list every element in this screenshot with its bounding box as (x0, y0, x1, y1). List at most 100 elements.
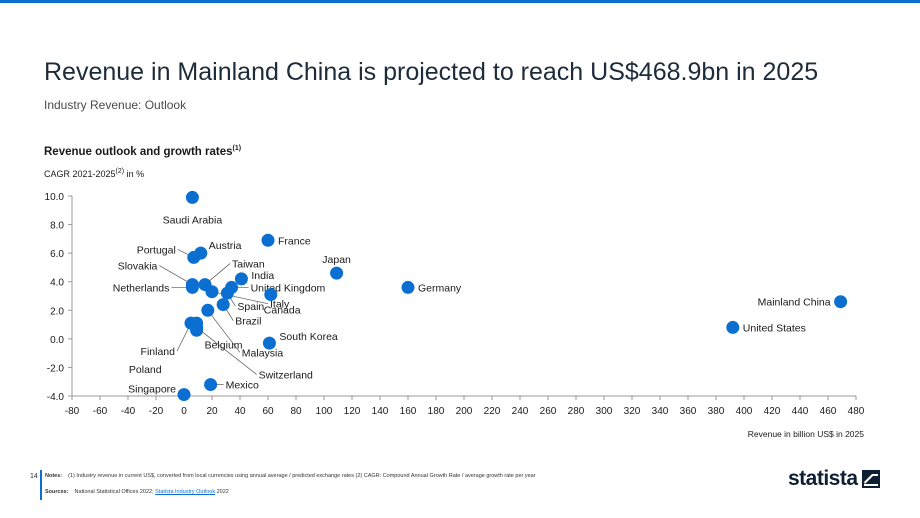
x-tick-label: 360 (680, 406, 697, 417)
sources-label: Sources: (45, 489, 69, 495)
point-label: Germany (418, 282, 462, 294)
x-tick-label: -20 (149, 406, 164, 417)
x-tick-label: 340 (652, 406, 669, 417)
notes-text: (1) Industry revenue in current US$, con… (68, 473, 536, 479)
point-label: Taiwan (232, 259, 265, 271)
point-label: Japan (322, 254, 351, 266)
data-point (264, 288, 278, 302)
data-point (234, 272, 248, 286)
x-tick-label: 320 (624, 406, 641, 417)
point-label: Portugal (137, 244, 176, 256)
data-point (261, 233, 275, 247)
x-tick-label: 40 (234, 406, 246, 417)
sources-text: National Statistical Offices 2022; (74, 489, 156, 495)
point-label: United States (743, 322, 806, 334)
footer-notes: Notes: (1) Industry revenue in current US… (45, 473, 536, 479)
chart-heading-text: Revenue outlook and growth rates (44, 145, 233, 158)
x-tick-label: 80 (290, 406, 302, 417)
x-tick-label: 460 (820, 406, 837, 417)
data-point (220, 286, 234, 300)
data-point (330, 266, 344, 280)
leader-line (207, 310, 241, 353)
x-tick-label: 240 (512, 406, 529, 417)
x-tick-label: 180 (428, 406, 445, 417)
x-tick-label: 440 (792, 406, 809, 417)
x-tick-label: 60 (262, 406, 274, 417)
data-point (201, 303, 215, 317)
point-label: Mainland China (758, 297, 831, 309)
top-accent-bar (0, 0, 920, 3)
y-unit-text: CAGR 2021-2025 (44, 169, 116, 179)
point-label: Brazil (235, 316, 261, 328)
statista-logo: statista (788, 467, 880, 491)
point-label: United Kingdom (251, 282, 326, 294)
data-point (726, 320, 740, 334)
data-point (185, 190, 199, 204)
chart-heading: Revenue outlook and growth rates(1) (44, 145, 241, 158)
y-tick-label: -2.0 (47, 363, 65, 374)
x-tick-label: -40 (121, 406, 136, 417)
x-tick-label: 260 (540, 406, 557, 417)
point-label: South Korea (279, 331, 338, 343)
point-label: Saudi Arabia (163, 214, 223, 226)
y-tick-label: 8.0 (50, 221, 64, 232)
x-tick-label: 160 (400, 406, 417, 417)
x-tick-label: 300 (596, 406, 613, 417)
point-label: Slovakia (118, 261, 158, 273)
data-point (185, 280, 199, 294)
x-tick-label: 380 (708, 406, 725, 417)
point-label: Mexico (226, 380, 259, 392)
point-label: Singapore (128, 384, 176, 396)
y-tick-label: 0.0 (50, 335, 64, 346)
point-label: India (251, 270, 274, 282)
data-point (204, 378, 218, 392)
x-tick-label: 220 (484, 406, 501, 417)
page-title: Revenue in Mainland China is projected t… (44, 58, 819, 86)
data-point (834, 295, 848, 309)
x-tick-label: 400 (736, 406, 753, 417)
x-tick-label: 140 (372, 406, 389, 417)
x-tick-label: 120 (344, 406, 361, 417)
x-axis-label: Revenue in billion US$ in 2025 (748, 429, 865, 439)
y-tick-label: 6.0 (50, 249, 64, 260)
data-point (177, 388, 191, 402)
logo-text: statista (788, 467, 858, 490)
data-point (190, 320, 204, 334)
y-tick-label: 10.0 (45, 192, 65, 203)
statista-logo-icon (861, 470, 880, 488)
y-unit-suffix: in % (124, 169, 145, 179)
footer-sources: Sources: National Statistical Offices 202… (45, 489, 229, 495)
data-point (187, 250, 201, 264)
x-tick-label: 20 (206, 406, 218, 417)
point-label: Netherlands (113, 282, 170, 294)
point-label: Malaysia (242, 347, 284, 359)
point-label: Italy (270, 299, 290, 311)
data-point (205, 285, 219, 299)
point-label: Switzerland (259, 369, 313, 381)
chart-heading-footnote: (1) (232, 145, 242, 152)
point-label: Belgium (205, 339, 243, 351)
x-tick-label: 280 (568, 406, 585, 417)
sources-link[interactable]: Statista Industry Outlook (155, 489, 216, 495)
point-label: Austria (209, 240, 242, 252)
x-tick-label: -60 (93, 406, 108, 417)
y-unit-footnote: (2) (115, 168, 125, 175)
notes-label: Notes: (45, 473, 63, 479)
leader-line (196, 327, 257, 375)
y-axis-unit-label: CAGR 2021-2025(2) in % (44, 168, 144, 179)
y-tick-label: 4.0 (50, 278, 64, 289)
x-tick-label: 420 (764, 406, 781, 417)
data-point (216, 298, 230, 312)
point-label: Canada (264, 305, 301, 317)
x-tick-label: 200 (456, 406, 473, 417)
data-point (401, 280, 415, 294)
x-tick-label: 100 (316, 406, 333, 417)
x-tick-label: 480 (848, 406, 865, 417)
x-tick-label: -80 (65, 406, 80, 417)
point-label: France (278, 235, 311, 247)
sources-year: 2022 (215, 489, 229, 495)
page-number: 14 (30, 473, 38, 480)
point-label: Finland (141, 346, 176, 358)
data-point (262, 336, 276, 350)
